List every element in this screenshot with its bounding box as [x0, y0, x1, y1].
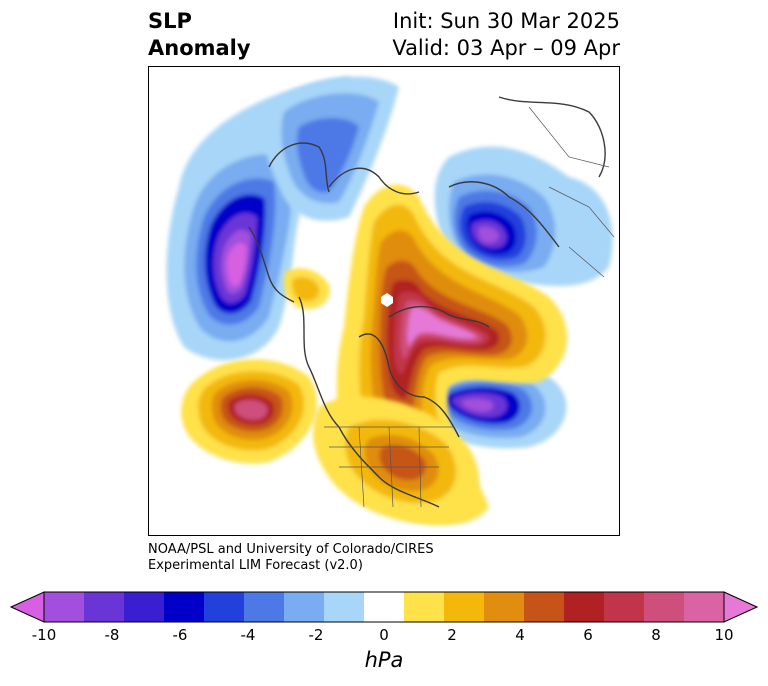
colorbar-tick-label: 10	[714, 626, 734, 644]
colorbar-segment	[204, 592, 245, 622]
anomaly-map	[149, 67, 619, 535]
title-anomaly: Anomaly	[148, 36, 251, 60]
credit-text: NOAA/PSL and University of Colorado/CIRE…	[148, 542, 434, 574]
europe-low	[263, 76, 399, 221]
colorbar-tick-label: -4	[240, 626, 256, 644]
colorbar-unit: hPa	[364, 648, 404, 672]
title-variable: SLP	[148, 9, 192, 33]
colorbar-tick-label: -2	[308, 626, 324, 644]
colorbar-segment	[84, 592, 125, 622]
colorbar-tick-label: 0	[379, 626, 389, 644]
colorbar-segment	[684, 592, 725, 622]
colorbar-segment	[644, 592, 685, 622]
colorbar-extend-max	[723, 591, 758, 623]
colorbar-segment	[44, 592, 85, 622]
coastlines	[248, 96, 606, 508]
eastern-north-america-high	[313, 396, 479, 524]
colorbar-segment	[524, 592, 565, 622]
east-pacific-high	[181, 359, 317, 464]
colorbar-tick-label: 6	[583, 626, 593, 644]
colorbar-tick-label: -6	[172, 626, 188, 644]
north-atlantic-low	[434, 146, 613, 287]
colorbar-segment	[564, 592, 605, 622]
bering-high	[283, 268, 330, 310]
colorbar-segment	[404, 592, 445, 622]
title-right: Init: Sun 30 Mar 2025 Valid: 03 Apr – 09…	[392, 8, 620, 62]
colorbar-tick-label: -8	[104, 626, 120, 644]
colorbar-segment	[124, 592, 165, 622]
colorbar-segment	[164, 592, 205, 622]
credit-line-1: NOAA/PSL and University of Colorado/CIRE…	[148, 542, 434, 557]
colorbar-ticks: -10 -8 -6 -4 -2 0 2 4 6 8 10	[0, 626, 768, 646]
pole-marker	[381, 293, 393, 307]
colorbar-segment	[284, 592, 325, 622]
colorbar-segment	[324, 592, 365, 622]
central-atlantic-low	[420, 366, 567, 449]
borders	[324, 106, 615, 508]
colorbar-segment	[364, 592, 405, 622]
init-date: Init: Sun 30 Mar 2025	[392, 9, 620, 33]
colorbar-tick-label: -10	[31, 626, 57, 644]
colorbar-segment	[484, 592, 525, 622]
colorbar-tick-label: 2	[447, 626, 457, 644]
map-panel	[148, 66, 620, 536]
colorbar-segment	[244, 592, 285, 622]
valid-range: Valid: 03 Apr – 09 Apr	[392, 36, 620, 60]
colorbar-segment	[444, 592, 485, 622]
colorbar-tick-label: 8	[651, 626, 661, 644]
colorbar-frame	[43, 591, 725, 623]
title-left: SLP Anomaly	[148, 8, 251, 62]
colorbar-tick-label: 4	[515, 626, 525, 644]
credit-line-2: Experimental LIM Forecast (v2.0)	[148, 558, 363, 573]
colorbar-extend-min	[10, 591, 45, 623]
colorbar	[10, 591, 758, 623]
colorbar-segment	[604, 592, 645, 622]
